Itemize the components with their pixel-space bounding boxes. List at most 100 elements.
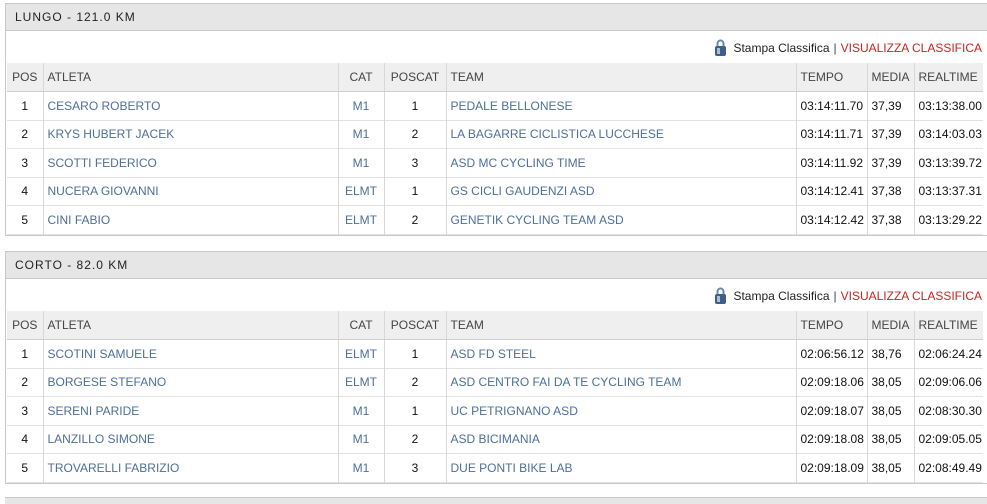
cell-atleta: CINI FABIO [42,205,338,234]
column-header-cat[interactable]: CAT [337,63,384,92]
table-row: 4 NUCERA GIOVANNI ELMT 1 GS CICLI GAUDENZI A… [7,177,983,206]
cell-pos: 5 [7,206,43,235]
team-link[interactable]: GENETIK CYCLING TEAM ASD [450,212,624,227]
cell-atleta: TROVARELLI FABRIZIO [42,453,338,482]
separator: | [833,41,837,55]
category-link[interactable]: M1 [352,403,370,418]
media-value: 37,39 [871,98,902,113]
section-title: LUNGO - 121.0 KM [6,4,987,31]
separator: | [833,289,837,303]
category-link[interactable]: M1 [352,155,370,170]
category-link[interactable]: M1 [352,98,370,113]
column-header-realtime[interactable]: REALTIME [913,63,983,92]
cell-media: 37,39 [866,120,914,149]
cell-atleta: SERENI PARIDE [42,396,338,425]
cell-cat: M1 [337,91,384,120]
category-link[interactable]: M1 [352,127,370,142]
cell-pos: 4 [7,177,43,206]
cell-realtime: 03:14:03.03 [913,120,983,149]
column-header-realtime[interactable]: REALTIME [913,311,983,340]
cell-pos: 3 [7,397,43,426]
poscat-value: 2 [411,375,419,390]
team-link[interactable]: ASD BICIMANIA [450,432,540,447]
cell-realtime: 02:09:05.05 [913,425,983,454]
cell-team: UC PETRIGNANO ASD [445,396,796,425]
realtime-value: 02:08:49.49 [918,460,982,475]
tempo-value: 03:14:11.70 [800,98,864,113]
printer-lock-icon[interactable] [713,39,729,57]
team-link[interactable]: ASD MC CYCLING TIME [450,155,586,170]
column-header-atleta[interactable]: ATLETA [42,63,338,92]
athlete-link[interactable]: SCOTINI SAMUELE [47,346,157,361]
athlete-link[interactable]: LANZILLO SIMONE [47,432,155,447]
column-header-tempo[interactable]: TEMPO [795,63,867,92]
view-classification-link[interactable]: VISUALIZZA CLASSIFICA [840,41,982,55]
poscat-value: 1 [411,184,419,199]
team-link[interactable]: DUE PONTI BIKE LAB [450,460,573,475]
category-link[interactable]: ELMT [344,184,377,199]
pos-value: 1 [21,346,29,361]
print-classification-link[interactable]: Stampa Classifica [733,41,830,55]
cell-cat: ELMT [337,339,384,368]
athlete-link[interactable]: BORGESE STEFANO [47,375,167,390]
athlete-link[interactable]: NUCERA GIOVANNI [47,184,159,199]
cell-pos: 1 [7,92,43,121]
category-link[interactable]: ELMT [344,212,377,227]
team-link[interactable]: ASD FD STEEL [450,346,536,361]
media-value: 37,38 [871,212,902,227]
cell-atleta: BORGESE STEFANO [42,368,338,397]
section-title: CORTO - 82.0 KM [6,252,987,279]
athlete-link[interactable]: CESARO ROBERTO [47,98,161,113]
cell-media: 37,38 [866,177,914,206]
cell-media: 37,39 [866,148,914,177]
team-link[interactable]: ASD CENTRO FAI DA TE CYCLING TEAM [450,375,682,390]
team-link[interactable]: UC PETRIGNANO ASD [450,403,578,418]
cell-media: 38,05 [866,425,914,454]
column-header-poscat[interactable]: POSCAT [383,311,446,340]
athlete-link[interactable]: SCOTTI FEDERICO [47,155,157,170]
printer-lock-icon[interactable] [713,287,729,305]
classification-toolbar: Stampa Classifica | VISUALIZZA CLASSIFICA [6,31,987,63]
athlete-link[interactable]: CINI FABIO [47,212,111,227]
category-link[interactable]: M1 [352,432,370,447]
column-header-cat[interactable]: CAT [337,311,384,340]
category-link[interactable]: M1 [352,460,370,475]
column-header-poscat[interactable]: POSCAT [383,63,446,92]
column-header-team[interactable]: TEAM [445,63,796,92]
table-header-row: POS ATLETA CAT POSCAT TEAM TEMPO MEDIA REALTIME [7,63,983,92]
column-header-tempo[interactable]: TEMPO [795,311,867,340]
team-link[interactable]: GS CICLI GAUDENZI ASD [450,184,595,199]
team-link[interactable]: PEDALE BELLONESE [450,98,573,113]
classification-toolbar: Stampa Classifica | VISUALIZZA CLASSIFICA [6,279,987,311]
column-header-media[interactable]: MEDIA [866,63,914,92]
category-link[interactable]: ELMT [344,375,377,390]
cell-cat: M1 [337,425,384,454]
cell-poscat: 2 [383,368,446,397]
tempo-value: 02:09:18.09 [800,460,864,475]
table-row: 5 TROVARELLI FABRIZIO M1 3 DUE PONTI BIKE LA… [7,453,983,482]
column-header-pos[interactable]: POS [7,311,43,340]
column-header-atleta[interactable]: ATLETA [42,311,338,340]
column-header-pos[interactable]: POS [7,63,43,92]
cell-media: 37,39 [866,91,914,120]
table-row: 4 LANZILLO SIMONE M1 2 ASD BICIMANIA 02:09:18… [7,425,983,454]
athlete-link[interactable]: KRYS HUBERT JACEK [47,127,175,142]
cell-cat: ELMT [337,368,384,397]
table-row: 3 SERENI PARIDE M1 1 UC PETRIGNANO ASD 02:09:… [7,396,983,426]
cell-pos: 1 [7,340,43,369]
view-classification-link[interactable]: VISUALIZZA CLASSIFICA [840,289,982,303]
column-header-team[interactable]: TEAM [445,311,796,340]
media-value: 37,38 [871,184,902,199]
cell-atleta: KRYS HUBERT JACEK [42,120,338,149]
realtime-value: 03:13:39.72 [918,155,982,170]
category-link[interactable]: ELMT [344,346,377,361]
cell-realtime: 02:09:06.06 [913,368,983,397]
poscat-value: 3 [411,155,419,170]
cell-media: 37,38 [866,205,914,234]
athlete-link[interactable]: SERENI PARIDE [47,403,140,418]
column-header-media[interactable]: MEDIA [866,311,914,340]
print-classification-link[interactable]: Stampa Classifica [733,289,830,303]
team-link[interactable]: LA BAGARRE CICLISTICA LUCCHESE [450,127,664,142]
athlete-link[interactable]: TROVARELLI FABRIZIO [47,460,180,475]
cell-realtime: 02:08:30.30 [913,396,983,425]
